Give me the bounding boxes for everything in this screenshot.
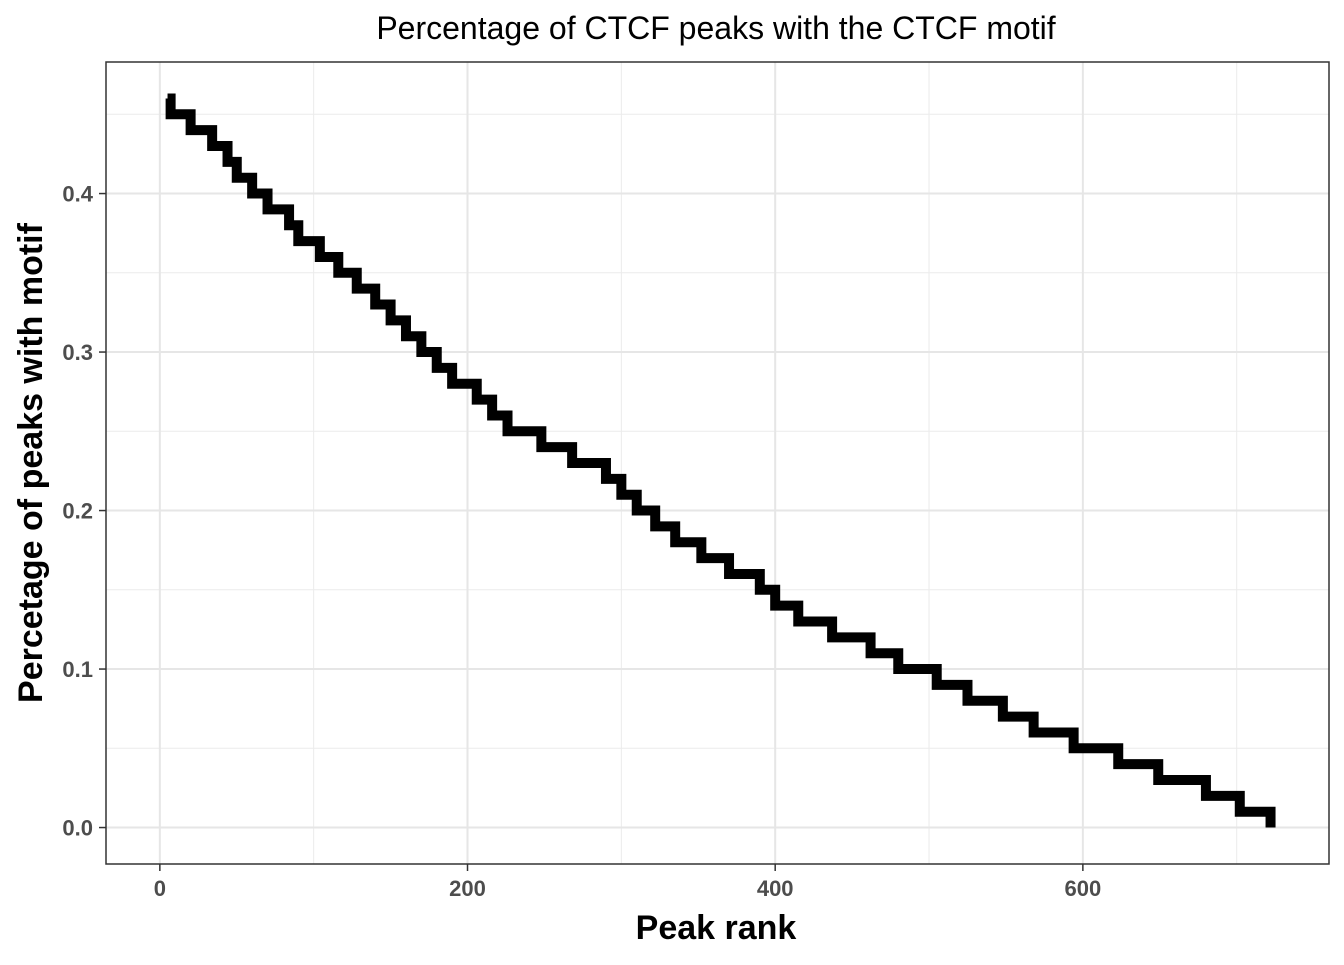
x-axis: 0 200 400 600 <box>154 864 1102 901</box>
plot-area <box>105 61 1330 865</box>
x-tick-label: 200 <box>449 876 486 901</box>
minor-gridlines <box>106 62 1329 864</box>
y-tick-label: 0.1 <box>62 657 93 682</box>
y-tick-label: 0.3 <box>62 340 93 365</box>
y-axis: 0.0 0.1 0.2 0.3 0.4 <box>62 182 106 841</box>
major-gridlines <box>106 62 1329 864</box>
x-tick-label: 600 <box>1065 876 1102 901</box>
series-line <box>165 93 1276 828</box>
x-axis-title: Peak rank <box>636 909 797 947</box>
x-tick-label: 400 <box>757 876 794 901</box>
series-layer <box>165 93 1276 828</box>
y-tick-label: 0.2 <box>62 499 93 524</box>
y-tick-label: 0.4 <box>62 182 93 207</box>
x-tick-label: 0 <box>154 876 166 901</box>
chart-title: Percentage of CTCF peaks with the CTCF m… <box>376 10 1055 46</box>
panel-border <box>105 61 1330 865</box>
y-tick-label: 0.0 <box>62 816 93 841</box>
y-axis-title: Percetage of peaks with motif <box>12 222 50 703</box>
